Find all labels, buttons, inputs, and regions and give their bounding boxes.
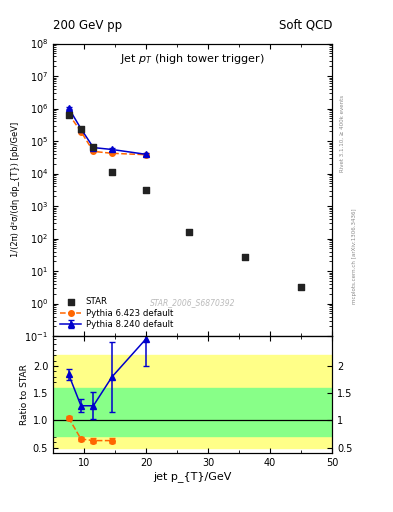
Pythia 6.423 default — [79, 129, 83, 135]
Text: 200 GeV pp: 200 GeV pp — [53, 19, 122, 32]
Text: mcplots.cern.ch [arXiv:1306.3436]: mcplots.cern.ch [arXiv:1306.3436] — [352, 208, 357, 304]
Bar — [53, 388, 332, 436]
Text: Jet $p_T$ (high tower trigger): Jet $p_T$ (high tower trigger) — [120, 52, 265, 66]
Legend: STAR, Pythia 6.423 default, Pythia 8.240 default: STAR, Pythia 6.423 default, Pythia 8.240… — [57, 294, 176, 332]
Text: Rivet 3.1.10, ≥ 400k events: Rivet 3.1.10, ≥ 400k events — [340, 95, 345, 172]
Pythia 6.423 default — [91, 148, 96, 155]
Y-axis label: 1/(2π) d²σ/(dη dp_{T}) [pb/GeV]: 1/(2π) d²σ/(dη dp_{T}) [pb/GeV] — [11, 122, 20, 258]
STAR — [90, 143, 97, 151]
Pythia 6.423 default — [110, 150, 114, 156]
Text: Soft QCD: Soft QCD — [279, 19, 332, 32]
STAR — [109, 167, 115, 176]
Bar — [53, 355, 332, 447]
X-axis label: jet p_{T}/GeV: jet p_{T}/GeV — [153, 471, 232, 482]
Pythia 6.423 default — [66, 111, 71, 117]
Text: STAR_2006_S6870392: STAR_2006_S6870392 — [150, 298, 235, 307]
STAR — [143, 185, 149, 194]
Pythia 6.423 default — [144, 152, 149, 158]
STAR — [298, 283, 304, 291]
Y-axis label: Ratio to STAR: Ratio to STAR — [20, 364, 29, 425]
Line: Pythia 6.423 default: Pythia 6.423 default — [66, 111, 149, 158]
STAR — [186, 228, 193, 236]
STAR — [65, 111, 72, 119]
STAR — [242, 253, 248, 261]
STAR — [78, 125, 84, 134]
